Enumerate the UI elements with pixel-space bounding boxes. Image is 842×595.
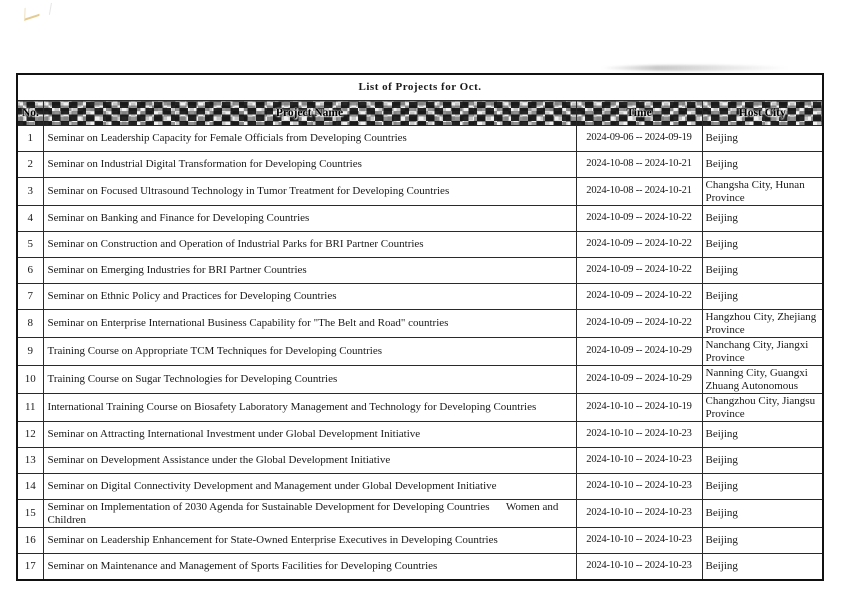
cell-time: 2024-10-10 -- 2024-10-23 (575, 421, 703, 448)
cell-host-city: Hangzhou City, Zhejiang Province (701, 309, 824, 338)
cell-host-city: Nanchang City, Jiangxi Province (701, 337, 824, 366)
table-row: 10 Training Course on Sugar Technologies… (16, 365, 824, 394)
cell-time: 2024-10-10 -- 2024-10-23 (575, 499, 703, 528)
table-row: 5 Seminar on Construction and Operation … (16, 231, 824, 258)
cell-time: 2024-10-09 -- 2024-10-29 (575, 365, 703, 394)
table-row: 15 Seminar on Implementation of 2030 Age… (16, 499, 824, 528)
cell-project-name: Seminar on Enterprise International Busi… (42, 309, 577, 338)
cell-project-name: Seminar on Maintenance and Management of… (42, 553, 577, 581)
cell-no: 2 (16, 151, 44, 178)
cell-host-city: Changsha City, Hunan Province (701, 177, 824, 206)
cell-no: 4 (16, 205, 44, 232)
cell-project-name: Seminar on Ethnic Policy and Practices f… (42, 283, 577, 310)
table-row: 13 Seminar on Development Assistance und… (16, 447, 824, 474)
cell-project-name: Seminar on Leadership Enhancement for St… (42, 527, 577, 554)
cell-time: 2024-10-09 -- 2024-10-22 (575, 309, 703, 338)
table-row: 16 Seminar on Leadership Enhancement for… (16, 527, 824, 554)
cell-project-name: Training Course on Appropriate TCM Techn… (42, 337, 577, 366)
cell-no: 15 (16, 499, 44, 528)
cell-no: 13 (16, 447, 44, 474)
cell-project-name: Training Course on Sugar Technologies fo… (42, 365, 577, 394)
yellow-pencil-scribble-icon (24, 3, 40, 21)
cell-no: 6 (16, 257, 44, 284)
cell-project-name: Seminar on Development Assistance under … (42, 447, 577, 474)
cell-time: 2024-10-09 -- 2024-10-22 (575, 257, 703, 284)
cell-host-city: Changzhou City, Jiangsu Province (701, 393, 824, 422)
cell-project-name: Seminar on Leadership Capacity for Femal… (42, 125, 577, 152)
cell-host-city: Beijing (701, 151, 824, 178)
gray-scan-smudge (600, 65, 790, 71)
cell-no: 5 (16, 231, 44, 258)
cell-project-name: Seminar on Banking and Finance for Devel… (42, 205, 577, 232)
table-row: 3 Seminar on Focused Ultrasound Technolo… (16, 177, 824, 206)
gray-scan-mark-icon (39, 1, 52, 15)
cell-no: 9 (16, 337, 44, 366)
cell-time: 2024-10-10 -- 2024-10-19 (575, 393, 703, 422)
table-row: 11 International Training Course on Bios… (16, 393, 824, 422)
header-row: No. Project Name Time Host City (16, 100, 824, 126)
table-row: 6 Seminar on Emerging Industries for BRI… (16, 257, 824, 284)
cell-project-name: Seminar on Implementation of 2030 Agenda… (42, 499, 577, 528)
table-row: 8 Seminar on Enterprise International Bu… (16, 309, 824, 338)
cell-time: 2024-10-10 -- 2024-10-23 (575, 553, 703, 581)
cell-project-name: Seminar on Focused Ultrasound Technology… (42, 177, 577, 206)
cell-time: 2024-09-06 -- 2024-09-19 (575, 125, 703, 152)
table-row: 2 Seminar on Industrial Digital Transfor… (16, 151, 824, 178)
cell-time: 2024-10-10 -- 2024-10-23 (575, 447, 703, 474)
cell-host-city: Beijing (701, 553, 824, 581)
table-row: 7 Seminar on Ethnic Policy and Practices… (16, 283, 824, 310)
column-header-no: No. (16, 100, 44, 126)
cell-no: 11 (16, 393, 44, 422)
cell-host-city: Beijing (701, 231, 824, 258)
column-header-time: Time (575, 100, 703, 126)
cell-no: 8 (16, 309, 44, 338)
title-row: List of Projects for Oct. (16, 73, 824, 101)
cell-host-city: Beijing (701, 527, 824, 554)
cell-no: 14 (16, 473, 44, 500)
cell-project-name: Seminar on Attracting International Inve… (42, 421, 577, 448)
cell-host-city: Beijing (701, 283, 824, 310)
column-header-host-city: Host City (701, 100, 824, 126)
cell-no: 1 (16, 125, 44, 152)
cell-no: 3 (16, 177, 44, 206)
cell-time: 2024-10-09 -- 2024-10-22 (575, 283, 703, 310)
column-header-project-name: Project Name (42, 100, 577, 126)
table-row: 17 Seminar on Maintenance and Management… (16, 553, 824, 581)
cell-host-city: Beijing (701, 205, 824, 232)
cell-time: 2024-10-09 -- 2024-10-22 (575, 231, 703, 258)
cell-time: 2024-10-08 -- 2024-10-21 (575, 151, 703, 178)
cell-time: 2024-10-10 -- 2024-10-23 (575, 527, 703, 554)
cell-host-city: Beijing (701, 447, 824, 474)
page-title: List of Projects for Oct. (16, 73, 824, 101)
cell-time: 2024-10-10 -- 2024-10-23 (575, 473, 703, 500)
cell-no: 12 (16, 421, 44, 448)
cell-no: 17 (16, 553, 44, 581)
cell-project-name: Seminar on Construction and Operation of… (42, 231, 577, 258)
cell-host-city: Beijing (701, 257, 824, 284)
cell-host-city: Beijing (701, 499, 824, 528)
cell-host-city: Beijing (701, 473, 824, 500)
cell-host-city: Beijing (701, 421, 824, 448)
cell-project-name: Seminar on Industrial Digital Transforma… (42, 151, 577, 178)
table-row: 14 Seminar on Digital Connectivity Devel… (16, 473, 824, 500)
cell-no: 10 (16, 365, 44, 394)
cell-project-name: International Training Course on Biosafe… (42, 393, 577, 422)
projects-table: List of Projects for Oct. No. Project Na… (16, 73, 825, 581)
cell-time: 2024-10-09 -- 2024-10-22 (575, 205, 703, 232)
cell-host-city: Nanning City, Guangxi Zhuang Autonomous (701, 365, 824, 394)
cell-no: 7 (16, 283, 44, 310)
table-row: 12 Seminar on Attracting International I… (16, 421, 824, 448)
cell-time: 2024-10-08 -- 2024-10-21 (575, 177, 703, 206)
cell-host-city: Beijing (701, 125, 824, 152)
table-row: 1 Seminar on Leadership Capacity for Fem… (16, 125, 824, 152)
table-row: 9 Training Course on Appropriate TCM Tec… (16, 337, 824, 366)
cell-no: 16 (16, 527, 44, 554)
table-row: 4 Seminar on Banking and Finance for Dev… (16, 205, 824, 232)
cell-time: 2024-10-09 -- 2024-10-29 (575, 337, 703, 366)
cell-project-name: Seminar on Digital Connectivity Developm… (42, 473, 577, 500)
cell-project-name: Seminar on Emerging Industries for BRI P… (42, 257, 577, 284)
